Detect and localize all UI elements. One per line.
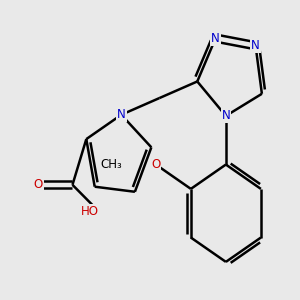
Text: CH₃: CH₃	[100, 158, 122, 171]
Text: O: O	[151, 158, 160, 171]
Text: N: N	[251, 39, 260, 52]
Text: O: O	[34, 178, 43, 191]
Text: N: N	[221, 110, 230, 122]
Text: N: N	[117, 108, 126, 121]
Text: HO: HO	[81, 205, 99, 218]
Text: N: N	[211, 32, 220, 45]
